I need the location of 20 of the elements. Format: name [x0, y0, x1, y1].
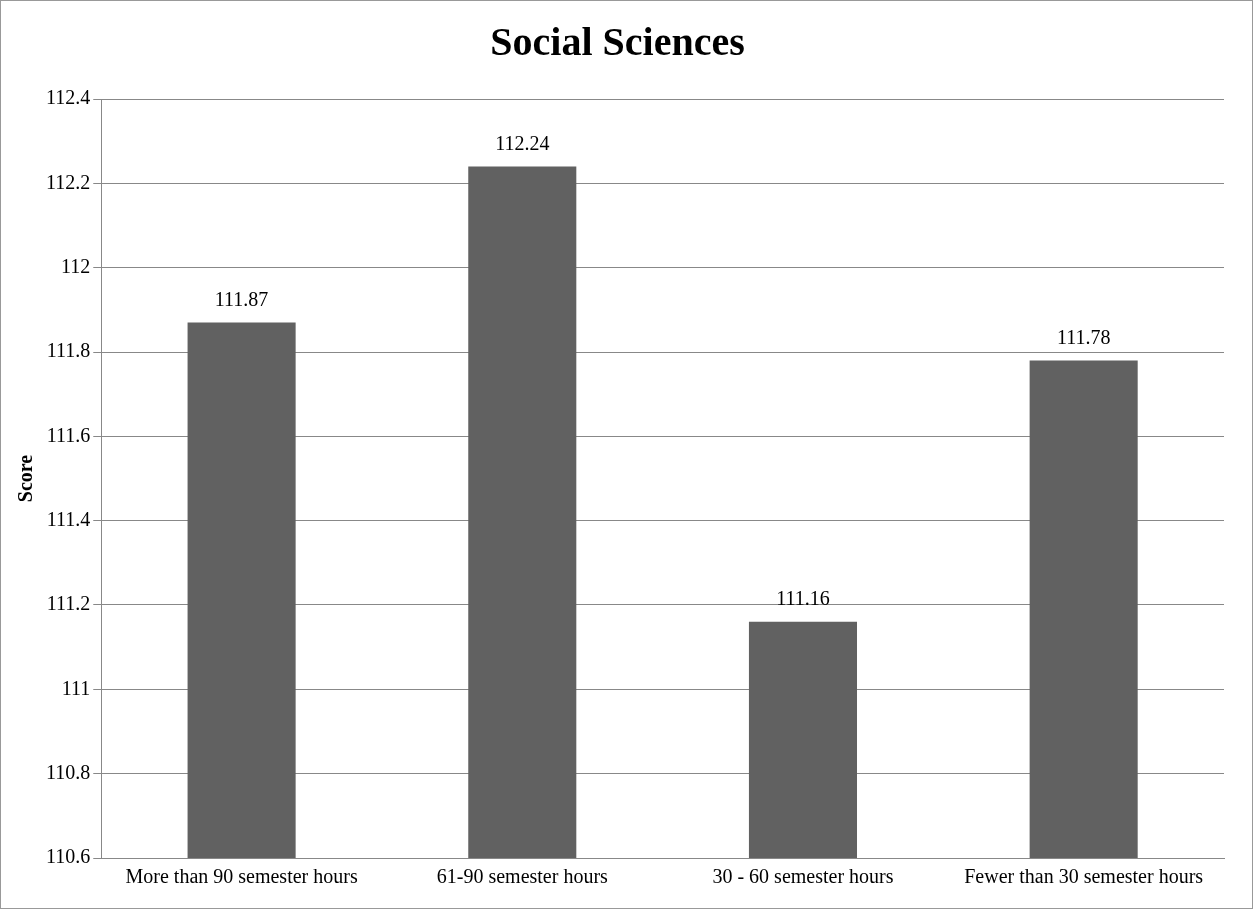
y-tick-label: 111.6 — [46, 423, 91, 446]
y-tick-label: 111 — [61, 676, 91, 699]
data-label: 111.16 — [776, 587, 830, 610]
y-axis-title: Score — [14, 454, 37, 503]
y-tick-label: 110.6 — [45, 845, 91, 868]
x-tick-label: 61-90 semester hours — [436, 865, 609, 888]
x-tick-label: 30 - 60 semester hours — [712, 865, 894, 888]
data-label: 111.78 — [1056, 325, 1111, 348]
y-tick-label: 112.2 — [45, 170, 91, 193]
y-tick-label: 112.4 — [45, 86, 91, 109]
data-label: 112.24 — [495, 131, 550, 154]
y-tick-label: 111.2 — [46, 592, 91, 615]
x-tick-label: More than 90 semester hours — [125, 865, 358, 888]
data-label: 111.87 — [214, 287, 269, 310]
y-tick-label: 112 — [60, 254, 91, 277]
y-tick-label: 111.8 — [46, 339, 91, 362]
y-tick-label: 110.8 — [45, 760, 91, 783]
x-tick-label: Fewer than 30 semester hours — [964, 865, 1204, 888]
y-tick-label: 111.4 — [46, 507, 91, 530]
chart-title: Social Sciences — [490, 19, 745, 65]
